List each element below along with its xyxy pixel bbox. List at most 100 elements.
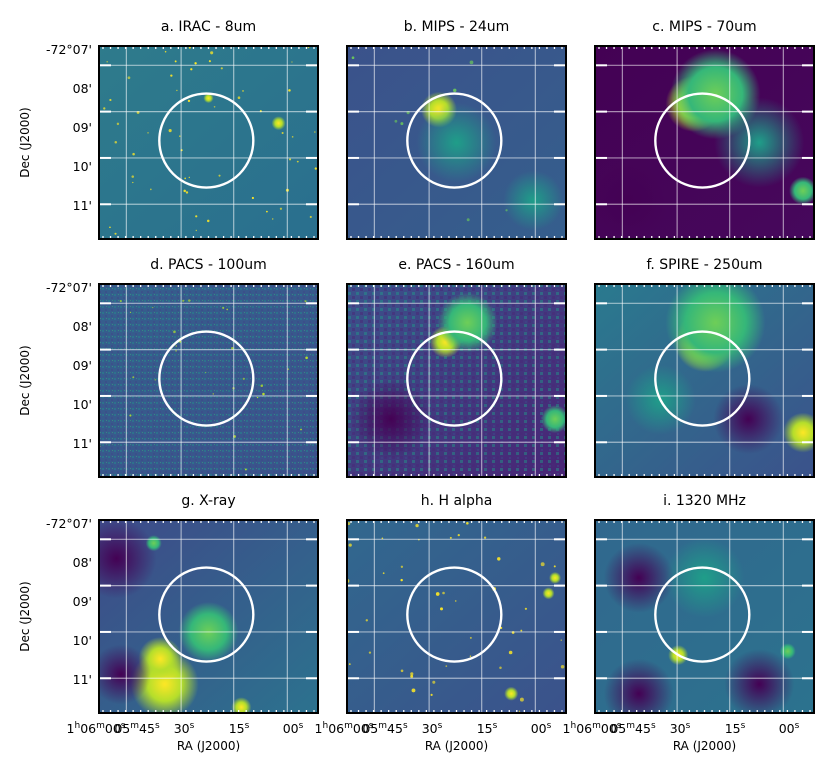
emission-region [713,384,784,455]
point-source [560,664,565,669]
point-source [466,218,470,222]
point-source [182,299,185,302]
panel-image [347,284,566,477]
dec-tick-label: 09' [73,120,92,135]
dec-tick-label: -72°07' [46,280,92,295]
emission-region [603,658,674,713]
x-axis-label: RA (J2000) [673,739,736,753]
point-source [469,60,474,65]
emission-region [789,176,814,205]
point-source [266,210,268,213]
point-source [499,666,502,670]
y-axis-label: Dec (J2000) [18,581,32,651]
emission-region [350,379,431,460]
point-source [242,377,245,380]
dec-tick-label: 11' [73,198,92,213]
dec-tick-label: 08' [73,319,92,334]
point-source [400,578,403,582]
point-source [109,226,111,229]
point-source [132,376,135,379]
panel-a: a. IRAC - 8um -72°07' 08' 09' 10' 11' Dec (J20… [18,19,319,240]
point-source [205,371,207,374]
panel-title: d. PACS - 100um [150,257,267,273]
panel-frame [594,519,815,714]
emission-region [503,170,564,231]
point-source [288,158,292,161]
point-source [129,311,132,314]
image-background [99,46,318,239]
region-circle [158,92,255,189]
region-circle [158,330,255,427]
ra-tick-label: 00s [283,721,304,736]
ra-tick-label: 05m45s [362,721,408,736]
dec-tick-label: 08' [73,81,92,96]
point-source [218,174,221,177]
point-source [368,651,372,654]
panel-title: i. 1320 MHz [663,493,746,509]
region-circle [406,92,503,189]
panel-title: a. IRAC - 8um [161,19,256,35]
point-source [132,152,135,156]
point-source [394,119,398,123]
region-circle [406,330,503,427]
emission-region [504,686,519,701]
point-source [170,74,173,77]
region-circle [406,566,503,663]
point-source [262,392,265,396]
point-source [195,215,198,218]
ra-tick-label: 15s [725,721,746,736]
point-source [251,196,255,200]
panel-image [595,520,814,713]
emission-region [664,537,745,618]
region-circle [654,92,751,189]
panel-e: e. PACS - 160um [346,257,567,478]
x-axis-label: RA (J2000) [425,739,488,753]
y-axis-label: Dec (J2000) [18,107,32,177]
point-source [296,160,299,163]
panel-image [595,46,814,239]
point-source [188,299,191,302]
dec-tick-label: 10' [73,397,92,412]
point-source [195,229,198,232]
point-source [188,46,191,49]
point-source [449,536,452,539]
panel-b: b. MIPS - 24um [346,19,567,240]
emission-region [541,405,566,434]
panel-image [99,284,318,477]
panel-title: e. PACS - 160um [398,257,514,273]
point-source [410,672,414,676]
point-source [497,557,501,561]
panel-title: c. MIPS - 70um [652,19,756,35]
point-source [540,562,545,567]
point-source [291,136,294,138]
point-source [288,89,291,92]
point-source [129,414,132,417]
point-source [179,135,181,137]
point-source [553,565,556,568]
panel-image [595,284,814,477]
image-background [347,520,566,713]
emission-region [549,571,562,584]
point-source [154,379,156,381]
point-source [351,56,355,60]
point-source [164,50,167,53]
panel-frame [98,283,319,478]
point-source [173,330,176,334]
point-source [132,181,134,184]
point-source [271,218,274,220]
point-source [430,693,433,696]
point-source [453,88,457,93]
emission-region [231,697,252,713]
panel-frame [346,519,567,714]
point-source [256,396,259,399]
panel-frame [98,45,319,240]
noise-texture [99,284,318,477]
point-source [314,131,316,133]
point-source [176,89,178,92]
point-source [524,607,528,610]
panel-frame [98,519,319,714]
point-source [226,308,229,311]
point-source [174,60,177,63]
